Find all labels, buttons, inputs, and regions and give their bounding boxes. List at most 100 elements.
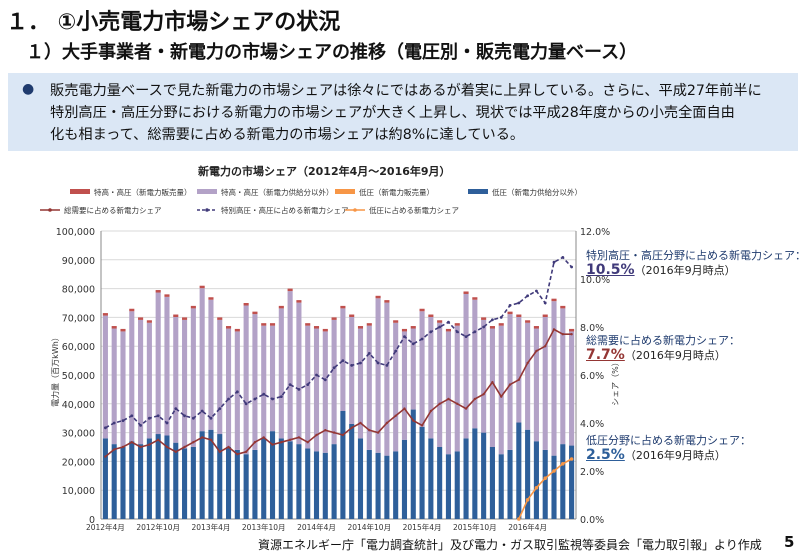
- bar-low-voltage: [542, 449, 548, 519]
- bar-low-voltage: [384, 455, 390, 519]
- bar-high-voltage-new: [261, 323, 267, 326]
- bar-low-voltage: [252, 449, 258, 519]
- bar-low-voltage: [322, 452, 328, 519]
- bar-high-voltage: [111, 328, 117, 445]
- share-high-voltage-line-point: [306, 383, 310, 386]
- annotation-label: 低圧分野に占める新電力シェア：: [586, 434, 751, 447]
- share-high-voltage-line-point: [411, 342, 415, 346]
- share-total-line-point: [456, 402, 459, 405]
- page-subheading: １）大手事業者・新電力の市場シェアの推移（電圧別・販売電力量ベース）: [26, 42, 638, 63]
- bar-high-voltage: [349, 317, 355, 424]
- bar-high-voltage: [516, 317, 522, 423]
- bar-high-voltage-new: [489, 326, 495, 329]
- share-total-line-point: [121, 445, 125, 449]
- share-total-line-point: [570, 333, 573, 336]
- share-high-voltage-line-point: [350, 364, 354, 367]
- bar-high-voltage-new: [305, 323, 311, 326]
- bar-high-voltage-new: [551, 298, 557, 302]
- share-high-voltage-line-point: [297, 388, 301, 391]
- bar-high-voltage: [322, 331, 328, 453]
- y-tick-label: 100,000: [56, 227, 95, 238]
- bar-low-voltage: [129, 441, 135, 519]
- share-high-voltage-line-point: [112, 421, 116, 425]
- share-high-voltage-line-point: [385, 364, 389, 367]
- x-tick-label: 2012年10月: [136, 522, 180, 532]
- summary-text: 販売電力量ベースで見た新電力の市場シェアは徐々にではあるが着実に上昇している。さ…: [50, 80, 762, 146]
- share-high-voltage-line-point: [526, 294, 530, 298]
- share-high-voltage-line-point: [323, 378, 327, 382]
- bar-high-voltage: [489, 328, 495, 447]
- share-total-line-point: [517, 378, 521, 381]
- share-low-voltage-line-point: [525, 498, 530, 502]
- share-high-voltage-line-point: [394, 349, 398, 353]
- bar-low-voltage: [313, 451, 320, 519]
- bar-high-voltage-new: [569, 328, 575, 332]
- share-high-voltage-line-point: [332, 366, 336, 370]
- summary-line: 販売電力量ベースで見た新電力の市場シェアは徐々にではあるが着実に上昇している。さ…: [50, 83, 762, 99]
- share-total-line-point: [139, 445, 142, 449]
- share-total-line-point: [183, 445, 186, 449]
- x-tick-label: 2015年4月: [403, 522, 442, 532]
- annotation-asof: （2016年9月時点）: [634, 264, 736, 277]
- bar-high-voltage-new: [278, 305, 284, 309]
- bar-low-voltage: [375, 452, 381, 519]
- bar-low-voltage: [120, 447, 126, 519]
- share-high-voltage-line-point: [279, 395, 283, 398]
- bar-high-voltage: [208, 299, 214, 430]
- annotation-total: 総需要に占める新電力シェア： 7.7%（2016年9月時点）: [586, 333, 740, 363]
- bar-high-voltage: [419, 311, 425, 427]
- share-total-line-point: [394, 414, 397, 417]
- share-total-line-point: [385, 421, 389, 425]
- x-tick-label: 2013年4月: [192, 522, 231, 532]
- bar-high-voltage: [305, 325, 311, 449]
- share-total-line-point: [332, 431, 336, 434]
- share-total-line-point: [420, 424, 424, 427]
- share-high-voltage-line-point: [271, 397, 274, 401]
- bar-high-voltage: [569, 331, 575, 446]
- bar-low-voltage: [138, 444, 144, 519]
- bar-low-voltage: [428, 438, 434, 519]
- share-total-line-point: [174, 450, 177, 453]
- share-total-line-point: [429, 409, 433, 413]
- share-total-line: [104, 328, 572, 458]
- share-total-line-point: [403, 407, 406, 410]
- bar-high-voltage: [428, 317, 434, 439]
- share-total-line-point: [359, 421, 362, 425]
- bar-high-voltage-new: [243, 303, 249, 306]
- share-total-line-point: [561, 333, 565, 336]
- share-total-line-point: [148, 443, 151, 446]
- share-high-voltage-line-point: [376, 361, 380, 365]
- share-high-voltage-line-point: [367, 352, 371, 355]
- share-total-line-point: [104, 455, 107, 458]
- bar-high-voltage: [551, 301, 557, 456]
- bar-high-voltage-new: [340, 305, 346, 309]
- bar-high-voltage-new: [269, 323, 276, 326]
- bar-high-voltage: [445, 331, 452, 455]
- bar-high-voltage-new: [507, 311, 513, 315]
- share-total-line-point: [447, 397, 450, 401]
- bar-low-voltage: [208, 429, 214, 519]
- bar-high-voltage-new: [533, 326, 539, 329]
- legend-label: 低圧（新電力供給分以外）: [492, 187, 582, 197]
- bar-high-voltage-new: [102, 313, 108, 316]
- share-total-line-point: [236, 453, 239, 456]
- bar-high-voltage: [366, 325, 372, 450]
- bar-high-voltage: [182, 319, 188, 449]
- share-high-voltage-line-point: [235, 390, 239, 394]
- bar-low-voltage: [146, 438, 152, 519]
- x-tick-label: 2012年4月: [86, 522, 125, 532]
- bar-low-voltage: [349, 423, 355, 519]
- share-high-voltage-line-point: [147, 416, 151, 420]
- share-high-voltage-line-point: [464, 335, 468, 338]
- legend-swatch: [468, 189, 488, 194]
- share-high-voltage-line-point: [447, 320, 450, 324]
- share-total-line-point: [280, 441, 283, 444]
- y-axis-label: 電力量（百万kWh）: [50, 333, 60, 407]
- share-total-line-point: [535, 349, 538, 353]
- bar-low-voltage: [560, 444, 566, 519]
- share-high-voltage-line-point: [543, 301, 547, 305]
- y-tick-label: 30,000: [62, 429, 95, 440]
- share-high-voltage-line-point: [174, 407, 178, 410]
- bar-high-voltage-new: [454, 323, 460, 326]
- bar-low-voltage: [533, 441, 539, 519]
